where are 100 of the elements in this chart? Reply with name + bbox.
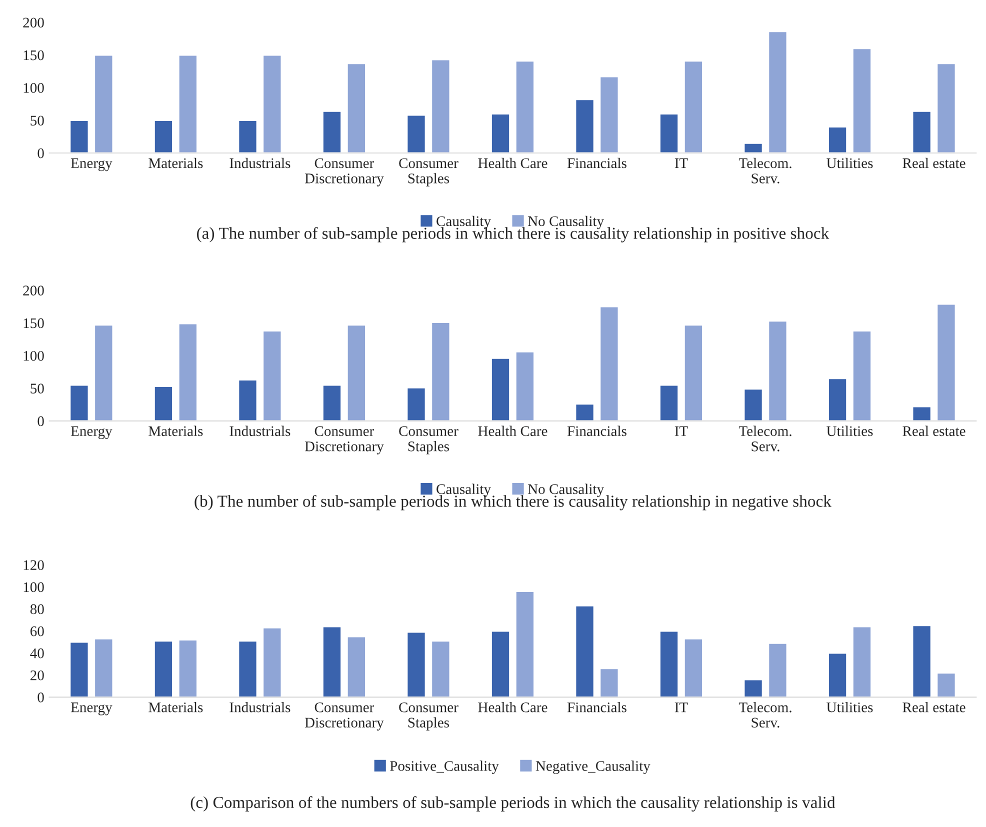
bar bbox=[154, 640, 174, 698]
x-tick-label: Consumer Discretionary bbox=[304, 426, 384, 454]
bar bbox=[743, 388, 764, 421]
x-tick-label: Materials bbox=[148, 702, 203, 712]
bar bbox=[178, 322, 198, 421]
bar bbox=[743, 678, 764, 698]
bar bbox=[828, 126, 848, 153]
y-tick-label: 40 bbox=[30, 648, 44, 658]
bar bbox=[238, 379, 258, 421]
bar bbox=[406, 631, 426, 698]
x-tick-label: Telecom. Serv. bbox=[738, 426, 792, 452]
bar bbox=[262, 54, 282, 153]
y-tick-label: 80 bbox=[30, 604, 44, 614]
bar bbox=[490, 630, 510, 698]
bar bbox=[430, 322, 451, 421]
y-tick-label: 0 bbox=[38, 148, 44, 158]
bar bbox=[322, 110, 342, 153]
bar bbox=[936, 672, 956, 698]
y-tick-label: 120 bbox=[24, 560, 44, 570]
bar bbox=[574, 604, 595, 698]
x-tick-label: Financials bbox=[567, 158, 626, 168]
y-tick-label: 0 bbox=[38, 692, 44, 702]
bar bbox=[178, 639, 198, 698]
x-tick-label: Health Care bbox=[478, 158, 548, 168]
bar bbox=[828, 652, 848, 698]
bar bbox=[768, 320, 788, 421]
y-tick-label: 20 bbox=[30, 670, 44, 680]
text: (c) Comparison of the numbers of sub-sample periods in which the causality relationship is valid bbox=[190, 796, 836, 812]
y-tick-label: 50 bbox=[30, 116, 44, 126]
bar bbox=[69, 120, 90, 153]
x-tick-label: Real estate bbox=[902, 158, 966, 168]
y-tick-label: 100 bbox=[24, 582, 44, 592]
x-tick-label: IT bbox=[674, 158, 688, 168]
bar bbox=[262, 627, 282, 698]
x-tick-label: Consumer Discretionary bbox=[304, 158, 384, 186]
bar bbox=[322, 626, 342, 698]
bar bbox=[490, 113, 510, 153]
x-tick-label: IT bbox=[674, 702, 688, 712]
bar bbox=[238, 120, 258, 153]
x-tick-label: Financials bbox=[567, 702, 626, 712]
bar bbox=[852, 48, 872, 153]
x-tick-label: Consumer Staples bbox=[399, 426, 458, 454]
x-tick-label: IT bbox=[674, 426, 688, 436]
bar bbox=[178, 54, 198, 153]
bar bbox=[406, 114, 426, 153]
bar bbox=[154, 386, 174, 421]
bar bbox=[514, 590, 535, 698]
bar bbox=[430, 640, 451, 698]
y-tick-label: 100 bbox=[24, 350, 44, 361]
bar bbox=[514, 60, 535, 153]
bar bbox=[599, 76, 620, 153]
bar bbox=[406, 386, 426, 421]
x-tick-label: Financials bbox=[567, 426, 626, 436]
x-tick-label: Energy bbox=[70, 426, 112, 440]
bar bbox=[852, 330, 872, 421]
x-tick-label: Utilities bbox=[826, 158, 873, 168]
bar bbox=[346, 636, 366, 698]
bar bbox=[94, 324, 114, 421]
y-tick-label: 100 bbox=[24, 83, 44, 93]
bar bbox=[936, 62, 956, 153]
x-tick-label: Industrials bbox=[230, 702, 290, 712]
x-tick-label: Health Care bbox=[478, 426, 548, 436]
bar bbox=[514, 350, 535, 421]
x-tick-label: Materials bbox=[148, 158, 203, 168]
bar bbox=[430, 58, 451, 153]
x-tick-label: Industrials bbox=[230, 426, 290, 436]
bar bbox=[599, 668, 620, 698]
bar bbox=[69, 641, 90, 698]
x-tick-label: Consumer Discretionary bbox=[304, 702, 384, 731]
bar bbox=[599, 306, 620, 421]
legend-label: Causality bbox=[436, 484, 491, 498]
bar bbox=[768, 30, 788, 153]
y-tick-label: 60 bbox=[30, 626, 44, 636]
bar bbox=[69, 384, 90, 421]
bar bbox=[912, 406, 932, 421]
bar bbox=[683, 324, 704, 421]
bar bbox=[346, 62, 366, 153]
x-tick-label: Telecom. Serv. bbox=[738, 158, 792, 184]
bar bbox=[912, 624, 932, 698]
bar bbox=[574, 403, 595, 421]
legend-label: No Causality bbox=[528, 216, 604, 230]
bar bbox=[768, 642, 788, 698]
bar bbox=[912, 110, 932, 153]
legend-label: Negative_Causality bbox=[536, 760, 650, 774]
bar bbox=[94, 54, 114, 153]
y-tick-label: 200 bbox=[23, 286, 44, 296]
x-tick-label: Energy bbox=[70, 702, 112, 716]
bar bbox=[94, 638, 114, 698]
x-tick-label: Real estate bbox=[902, 426, 966, 436]
bar bbox=[852, 626, 872, 698]
y-tick-label: 150 bbox=[24, 50, 44, 60]
bar bbox=[322, 384, 342, 421]
bar bbox=[346, 324, 366, 421]
y-tick-label: 50 bbox=[30, 384, 44, 394]
bar bbox=[238, 640, 258, 698]
bar bbox=[659, 630, 679, 698]
x-tick-label: Utilities bbox=[826, 702, 873, 712]
bar bbox=[659, 384, 679, 421]
bar bbox=[683, 638, 704, 698]
bar bbox=[936, 303, 956, 421]
